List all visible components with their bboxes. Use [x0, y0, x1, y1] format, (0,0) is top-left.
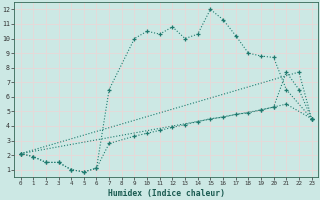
X-axis label: Humidex (Indice chaleur): Humidex (Indice chaleur) — [108, 189, 225, 198]
